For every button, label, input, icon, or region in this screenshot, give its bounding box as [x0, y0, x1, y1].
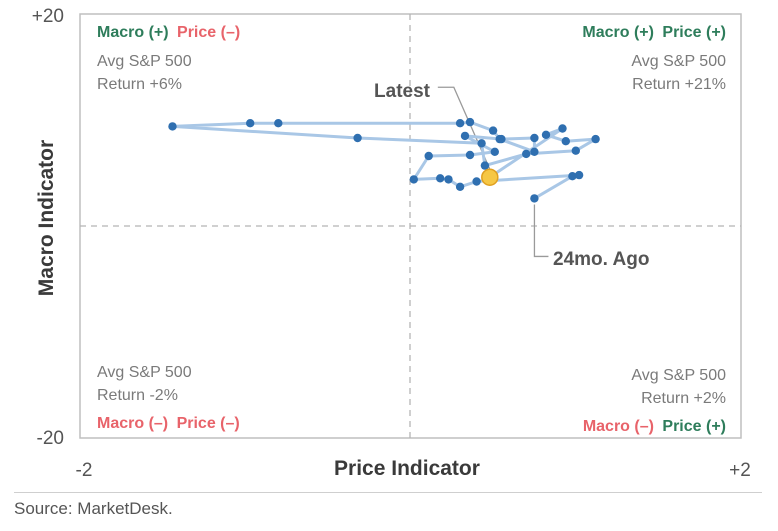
data-point	[488, 126, 498, 135]
quadrant-top-left-header: Macro (+) Price (–)	[97, 24, 240, 41]
quadrant-bottom-left-macro: Macro (–)	[97, 415, 168, 432]
data-point	[472, 177, 481, 186]
data-point	[353, 133, 362, 143]
quadrant-bottom-left-return-line2: Return -2%	[97, 387, 178, 404]
data-point	[530, 133, 539, 143]
data-point	[460, 131, 470, 141]
data-point	[558, 124, 567, 133]
quadrant-top-left-return-line1: Avg S&P 500	[97, 53, 192, 70]
quadrant-top-right-macro: Macro (+)	[582, 24, 654, 41]
quadrant-bottom-right-macro: Macro (–)	[583, 418, 654, 435]
quadrant-top-right-return-line2: Return +21%	[632, 76, 726, 93]
quadrant-bottom-left-header: Macro (–) Price (–)	[97, 415, 240, 432]
data-point	[530, 194, 539, 203]
quadrant-top-right-return-line1: Avg S&P 500	[631, 53, 726, 70]
quadrant-bottom-left-price: Price (–)	[177, 415, 240, 432]
data-point	[477, 139, 486, 148]
x-tick-left: -2	[76, 460, 93, 481]
data-point	[522, 149, 531, 159]
quadrant-top-right-price: Price (+)	[662, 24, 726, 41]
data-point	[561, 137, 570, 146]
data-point	[455, 119, 465, 128]
x-tick-right: +2	[729, 460, 751, 481]
quadrant-top-left-price: Price (–)	[177, 24, 240, 41]
source-note: Source: MarketDesk.	[14, 499, 173, 518]
data-point	[246, 119, 255, 128]
oldest-leader-line	[533, 204, 549, 258]
quadrant-top-left-return-line2: Return +6%	[97, 76, 182, 93]
x-axis-title: Price Indicator	[334, 457, 480, 480]
quadrant-top-left-macro: Macro (+)	[97, 24, 169, 41]
data-point	[455, 182, 465, 191]
y-axis-title: Macro Indicator	[35, 140, 58, 296]
y-tick-bottom: -20	[37, 428, 64, 449]
quadrant-bottom-right-return-line2: Return +2%	[641, 390, 726, 407]
series-path	[171, 120, 598, 200]
data-point	[591, 134, 600, 144]
quadrant-bottom-right-return-line1: Avg S&P 500	[631, 367, 726, 384]
data-point	[541, 130, 551, 139]
data-point	[424, 151, 433, 161]
source-divider	[14, 492, 762, 493]
data-point	[168, 122, 177, 131]
data-point	[530, 147, 539, 156]
quadrant-bottom-left-return-line1: Avg S&P 500	[97, 364, 192, 381]
data-point	[436, 174, 445, 183]
data-point	[574, 170, 584, 180]
data-point	[495, 134, 504, 144]
series-layer	[168, 117, 600, 203]
data-point	[465, 150, 475, 160]
data-point	[274, 119, 283, 128]
data-point	[568, 172, 577, 181]
data-point	[490, 147, 499, 156]
data-point	[465, 117, 475, 127]
quadrant-top-right-header: Macro (+) Price (+)	[582, 24, 726, 41]
y-tick-top: +20	[32, 6, 64, 27]
data-point	[444, 175, 453, 184]
oldest-annotation: 24mo. Ago	[553, 249, 649, 270]
data-point	[480, 161, 490, 170]
quadrant-bottom-right-header: Macro (–) Price (+)	[583, 418, 726, 435]
data-point	[571, 146, 580, 155]
latest-annotation: Latest	[374, 81, 431, 102]
latest-point	[481, 168, 499, 186]
data-point	[409, 175, 418, 184]
quadrant-bottom-right-price: Price (+)	[662, 418, 726, 435]
